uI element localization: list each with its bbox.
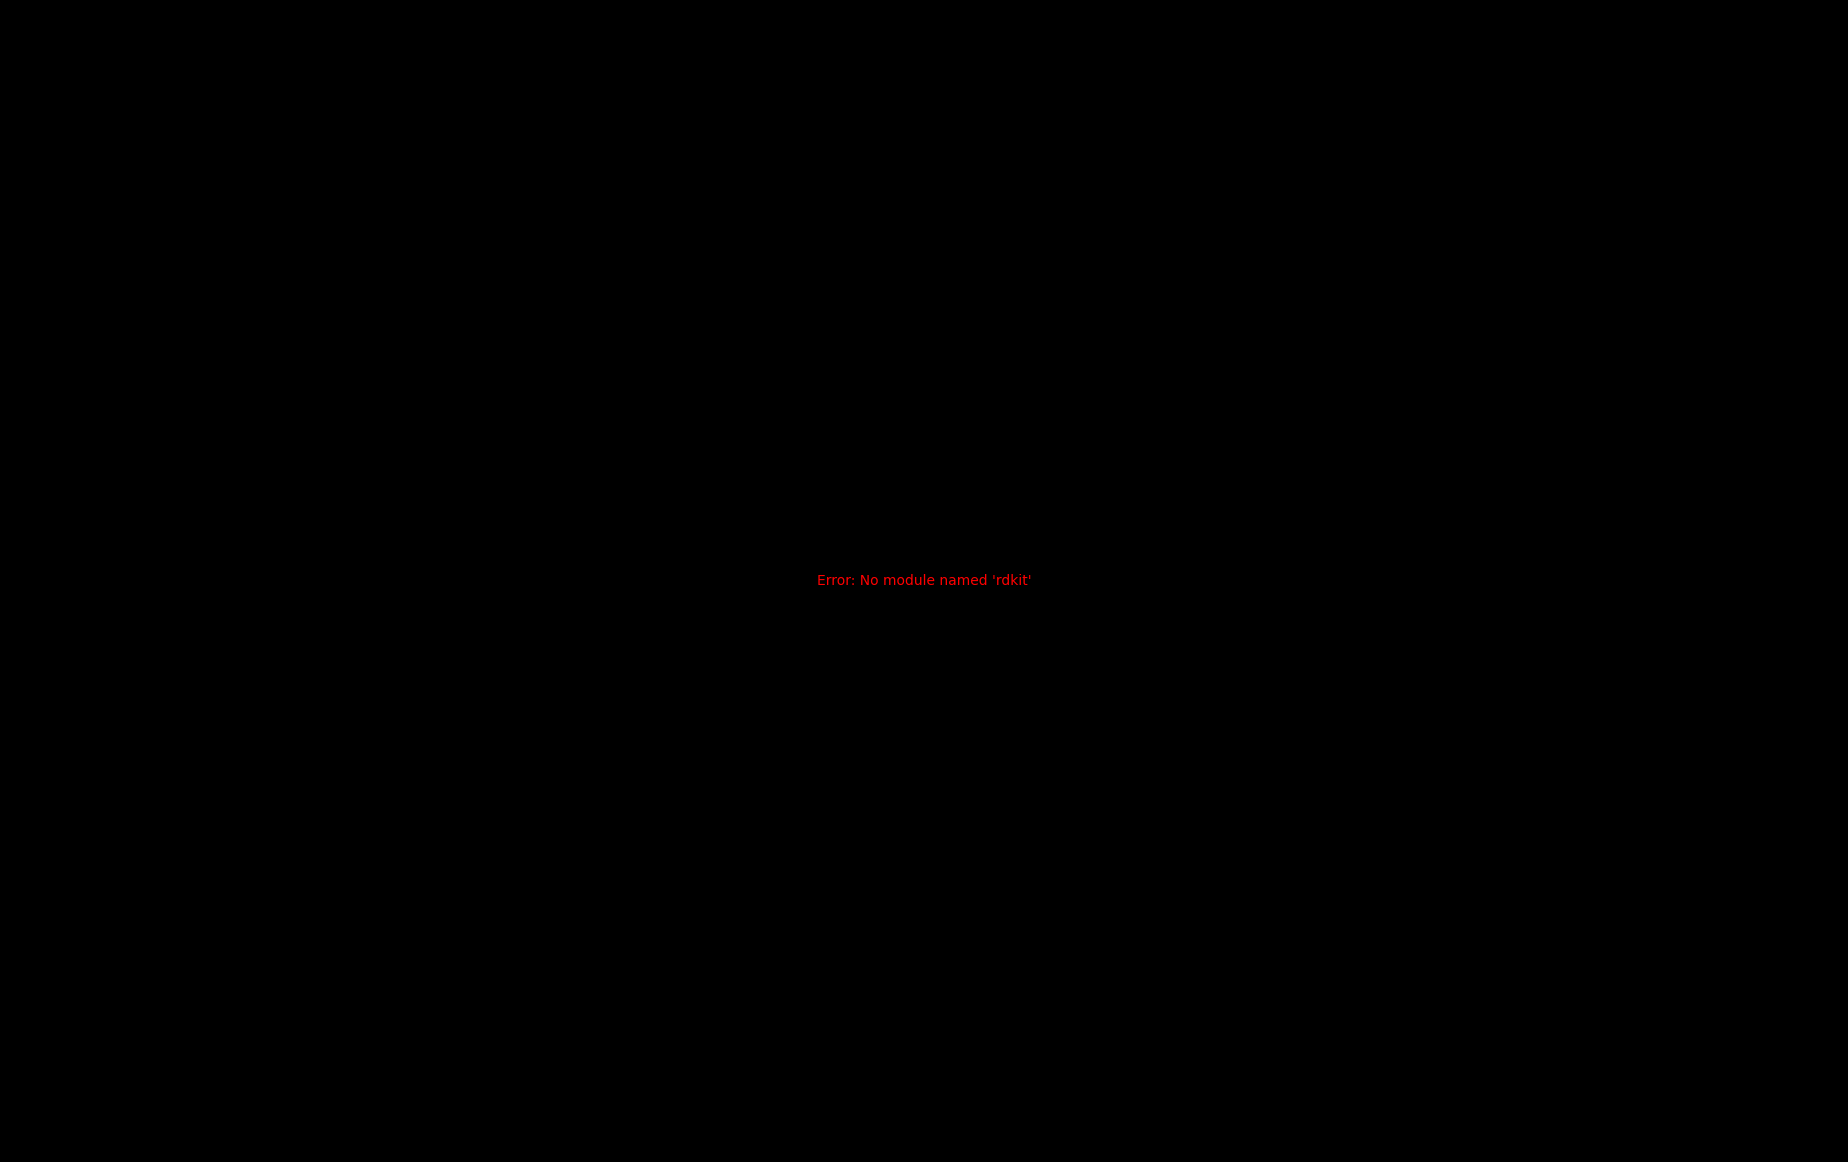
Text: Error: No module named 'rdkit': Error: No module named 'rdkit' <box>817 574 1031 588</box>
